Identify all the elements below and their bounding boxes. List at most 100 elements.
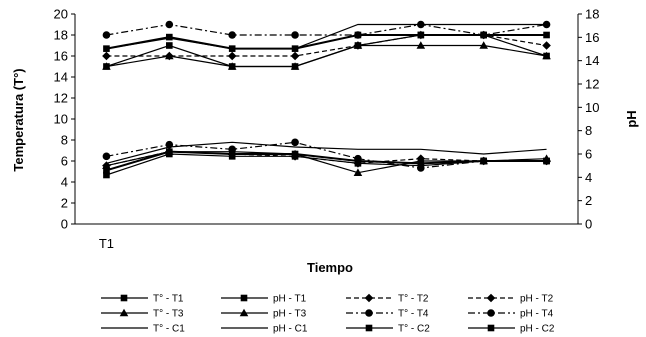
legend-item: pH - T4 bbox=[468, 309, 554, 320]
data-point bbox=[353, 41, 363, 49]
data-point bbox=[480, 31, 487, 39]
legend-swatch-marker bbox=[487, 324, 495, 332]
legend-item: pH - T1 bbox=[221, 294, 307, 305]
legend-item: T° - T3 bbox=[101, 309, 184, 320]
legend-item: T° - T2 bbox=[346, 294, 429, 305]
data-point bbox=[103, 45, 110, 52]
data-point bbox=[291, 31, 299, 39]
series-line bbox=[106, 150, 547, 172]
legend-item: T° - T4 bbox=[346, 309, 429, 320]
data-point bbox=[543, 31, 550, 39]
data-point bbox=[102, 152, 111, 161]
legend-swatch-marker bbox=[365, 309, 373, 317]
data-point bbox=[166, 42, 173, 49]
legend-swatch-marker bbox=[239, 308, 249, 317]
data-point bbox=[102, 31, 111, 39]
legend-label: pH - T4 bbox=[520, 309, 554, 320]
data-point bbox=[291, 45, 299, 52]
legend-item: T° - T1 bbox=[101, 294, 184, 305]
legend-swatch-marker bbox=[487, 309, 495, 317]
legend-swatch-marker bbox=[365, 324, 373, 332]
y-tick-label: 4 bbox=[61, 175, 68, 190]
data-point bbox=[290, 51, 300, 61]
y-tick-label: 6 bbox=[61, 154, 68, 169]
legend-label: T° - C1 bbox=[153, 324, 185, 335]
legend-swatch-marker bbox=[240, 294, 248, 302]
legend-swatch-marker bbox=[119, 308, 129, 317]
data-point bbox=[165, 51, 174, 60]
legend-item: pH - C2 bbox=[468, 324, 555, 335]
data-point bbox=[417, 160, 425, 167]
data-point bbox=[103, 167, 110, 174]
y2-tick-label: 8 bbox=[585, 123, 592, 138]
legend-label: T° - C2 bbox=[398, 324, 430, 335]
x-axis-ticks: T1 bbox=[99, 236, 114, 251]
data-point bbox=[291, 150, 299, 158]
y-axis-title: Temperatura (T°) bbox=[11, 68, 26, 171]
series-line bbox=[106, 44, 547, 68]
y2-tick-label: 12 bbox=[585, 77, 599, 92]
y-tick-label: 2 bbox=[61, 196, 68, 211]
data-point bbox=[354, 31, 362, 39]
data-point bbox=[102, 51, 111, 61]
legend-swatch-marker bbox=[486, 293, 496, 303]
legend-label: pH - T3 bbox=[273, 309, 307, 320]
data-point bbox=[479, 41, 488, 49]
data-point bbox=[103, 171, 110, 179]
data-point bbox=[542, 41, 551, 50]
data-point bbox=[416, 41, 426, 49]
y2-tick-label: 2 bbox=[585, 193, 592, 208]
axes bbox=[74, 14, 579, 225]
data-point bbox=[354, 157, 362, 165]
data-point bbox=[166, 148, 173, 155]
legend-label: pH - T1 bbox=[273, 294, 307, 305]
y2-tick-label: 0 bbox=[585, 217, 592, 232]
data-point bbox=[543, 157, 550, 165]
y2-tick-label: 16 bbox=[585, 30, 599, 45]
y2-tick-label: 18 bbox=[585, 7, 599, 22]
y2-tick-label: 14 bbox=[585, 53, 599, 68]
y-tick-label: 20 bbox=[54, 7, 68, 22]
legend-label: T° - T1 bbox=[153, 294, 184, 305]
data-point bbox=[291, 138, 299, 147]
data-point bbox=[227, 62, 237, 70]
legend-item: pH - C1 bbox=[221, 324, 308, 335]
data-point bbox=[228, 150, 236, 158]
y-tick-label: 18 bbox=[54, 28, 68, 43]
data-point bbox=[542, 51, 551, 60]
y-tick-label: 0 bbox=[61, 217, 68, 232]
legend-label: pH - C2 bbox=[520, 324, 555, 335]
series-line bbox=[106, 34, 547, 50]
y-tick-label: 8 bbox=[61, 133, 68, 148]
data-point bbox=[166, 33, 173, 41]
y2-axis-title: pH bbox=[624, 110, 639, 127]
data-point bbox=[228, 45, 236, 52]
y2-tick-label: 4 bbox=[585, 170, 592, 185]
series bbox=[102, 41, 551, 70]
x-tick-label: T1 bbox=[99, 236, 114, 251]
legend-item: pH - T3 bbox=[221, 309, 307, 320]
data-point bbox=[353, 168, 363, 176]
data-point bbox=[227, 51, 237, 61]
data-point bbox=[417, 31, 425, 39]
y-tick-label: 16 bbox=[54, 49, 68, 64]
legend: T° - T1 pH - T1 T° - T2 pH - T2 T° - T3 pH - … bbox=[101, 294, 555, 335]
legend-label: T° - T4 bbox=[398, 309, 429, 320]
series bbox=[103, 31, 550, 52]
series bbox=[106, 141, 547, 164]
data-point bbox=[102, 62, 111, 70]
y-tick-label: 14 bbox=[54, 70, 68, 85]
legend-swatch-marker bbox=[364, 293, 374, 303]
legend-swatch-marker bbox=[120, 294, 128, 302]
series-line bbox=[106, 23, 547, 36]
legend-label: pH - T2 bbox=[520, 294, 554, 305]
legend-label: T° - T3 bbox=[153, 309, 184, 320]
data-point bbox=[165, 20, 174, 29]
data-point bbox=[480, 157, 487, 165]
right-axis-ticks: 0 2 4 6 8 10 12 14 16 18 bbox=[578, 7, 599, 232]
y2-tick-label: 6 bbox=[585, 147, 592, 162]
legend-item: T° - C2 bbox=[346, 324, 430, 335]
y-tick-label: 12 bbox=[54, 91, 68, 106]
series bbox=[103, 148, 550, 174]
